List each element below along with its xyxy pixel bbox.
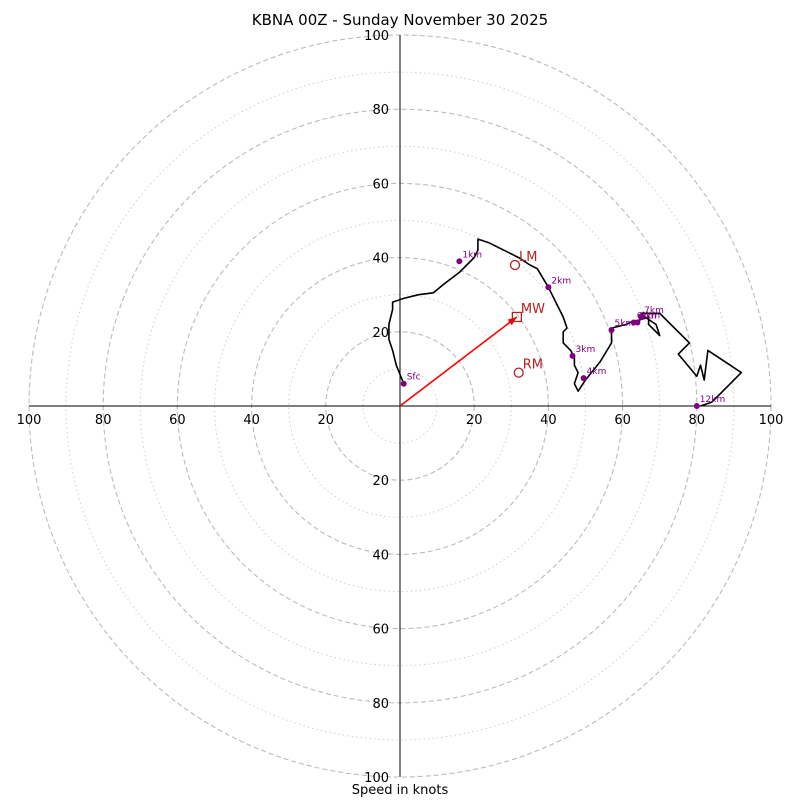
height-marker-point [638, 313, 645, 320]
height-marker-point [608, 326, 615, 333]
height-marker-label: 3km [576, 345, 596, 355]
y-tick-label: 20 [372, 326, 389, 341]
x-tick-label: 40 [540, 413, 557, 428]
height-marker-label: 4km [587, 367, 607, 377]
height-marker-point [580, 375, 587, 382]
y-tick-label: 100 [364, 771, 389, 786]
height-marker-point [634, 319, 641, 326]
height-marker-label: 7km [644, 306, 664, 316]
x-tick-label: 80 [95, 413, 112, 428]
height-marker-label: 8km [640, 312, 660, 322]
height-marker-point [400, 380, 407, 387]
storm-motion-marker [513, 367, 524, 378]
y-tick-label: 100 [364, 29, 389, 44]
y-tick-label: 60 [372, 623, 389, 638]
y-tick-label: 80 [372, 697, 389, 712]
height-marker-point [545, 284, 552, 291]
y-tick-label: 60 [372, 177, 389, 192]
chart-title: KBNA 00Z - Sunday November 30 2025 [251, 11, 549, 29]
height-marker-label: Sfc [407, 373, 421, 383]
mean-wind-vector [399, 316, 518, 407]
x-tick-label: 60 [169, 413, 186, 428]
y-tick-label: 40 [372, 252, 389, 267]
x-tick-label: 20 [318, 413, 335, 428]
height-marker-point [693, 403, 700, 409]
height-marker-label: 12km [700, 395, 725, 405]
height-marker-label: 6km [637, 312, 657, 322]
storm-motion-markers: LM MW RM [509, 250, 545, 378]
storm-motion-marker [511, 311, 523, 323]
height-marker-point [569, 352, 576, 359]
y-tick-label: 80 [372, 103, 389, 118]
storm-motion-label: RM [523, 358, 543, 373]
mean-wind-arrow-shaft [399, 316, 518, 407]
hodograph-trace-group [388, 238, 743, 407]
height-marker-label: 1km [462, 250, 482, 260]
tick-labels: 100 80 60 40 20 20 40 60 80 100 100 80 60 40 20 20 40 60 8… [17, 29, 784, 786]
height-marker-point [456, 258, 463, 265]
storm-motion-label: MW [521, 302, 545, 317]
height-marker-label: 2km [551, 276, 571, 286]
hodograph-trace [388, 238, 743, 407]
x-tick-label: 100 [759, 413, 784, 428]
x-tick-label: 100 [17, 413, 42, 428]
x-tick-label: 60 [614, 413, 631, 428]
x-tick-label: 20 [466, 413, 483, 428]
y-tick-label: 20 [372, 474, 389, 489]
storm-motion-label: LM [519, 250, 537, 265]
storm-motion-marker [509, 259, 521, 271]
height-marker-label: 5km [614, 319, 634, 329]
x-axis-label: Speed in knots [351, 783, 449, 798]
x-tick-label: 40 [243, 413, 260, 428]
y-tick-label: 40 [372, 548, 389, 563]
x-tick-label: 80 [689, 413, 706, 428]
